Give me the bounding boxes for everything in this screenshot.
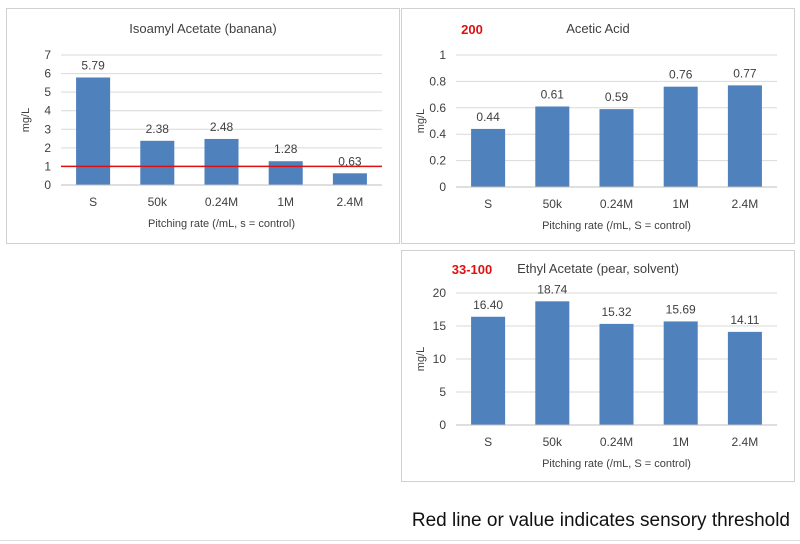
x-tick-label: 0.24M	[205, 195, 238, 209]
data-label: 2.48	[210, 120, 234, 134]
x-axis-label: Pitching rate (/mL, s = control)	[148, 218, 295, 230]
x-axis-label: Pitching rate (/mL, S = control)	[542, 458, 691, 470]
y-tick-label: 0.8	[429, 74, 446, 88]
data-label: 18.74	[537, 282, 567, 296]
data-label: 0.76	[669, 68, 693, 82]
bar	[471, 316, 506, 425]
x-tick-label: 0.24M	[600, 197, 633, 211]
data-label: 15.32	[601, 305, 631, 319]
bar	[599, 109, 634, 187]
data-label: 0.61	[541, 87, 565, 101]
data-label: 14.11	[730, 313, 759, 327]
data-label: 15.69	[666, 302, 696, 316]
chart-svg: 200 Acetic Acid 0 0.2 0.4 0.6 0.8 1 mg/L 0.44 S 0.6…	[415, 21, 777, 232]
y-tick-label: 4	[44, 104, 51, 118]
y-tick-label: 20	[433, 286, 447, 300]
x-tick-label: 50k	[543, 435, 563, 449]
data-label: 0.63	[338, 154, 362, 168]
chart-svg: Isoamyl Acetate (banana) 0 1 2 3 4 5 6 7 mg/L 5.79…	[20, 21, 382, 230]
y-tick-label: 0	[44, 178, 51, 192]
chart-acetic-acid: 200 Acetic Acid 0 0.2 0.4 0.6 0.8 1 mg/L 0.44 S 0.6…	[401, 8, 795, 244]
y-tick-label: 6	[44, 67, 51, 81]
bar	[727, 331, 762, 425]
x-tick-label: S	[89, 195, 97, 209]
threshold-value-label: 33-100	[452, 262, 492, 277]
y-axis-label: mg/L	[415, 347, 427, 371]
chart-isoamyl-acetate: Isoamyl Acetate (banana) 0 1 2 3 4 5 6 7 mg/L 5.79…	[6, 8, 400, 244]
x-tick-label: 2.4M	[732, 197, 759, 211]
bar	[76, 77, 111, 185]
x-tick-label: 1M	[672, 435, 689, 449]
x-tick-label: 2.4M	[337, 195, 364, 209]
divider	[0, 540, 800, 541]
bar	[140, 140, 175, 185]
y-tick-label: 5	[44, 85, 51, 99]
y-tick-label: 0.6	[429, 101, 446, 115]
data-label: 16.40	[473, 298, 503, 312]
chart-title: Ethyl Acetate (pear, solvent)	[517, 261, 679, 276]
x-tick-label: 1M	[277, 195, 294, 209]
data-label: 2.38	[146, 122, 170, 136]
x-tick-label: S	[484, 197, 492, 211]
x-tick-label: 1M	[672, 197, 689, 211]
chart-title: Acetic Acid	[566, 21, 630, 36]
threshold-value-label: 200	[461, 22, 483, 37]
y-tick-label: 0	[439, 180, 446, 194]
footnote: Red line or value indicates sensory thre…	[411, 510, 790, 531]
y-tick-label: 15	[433, 319, 447, 333]
data-label: 5.79	[81, 58, 105, 72]
x-tick-label: 2.4M	[732, 435, 759, 449]
bar	[268, 161, 303, 185]
y-tick-label: 0	[439, 418, 446, 432]
bar	[663, 86, 698, 187]
chart-ethyl-acetate: 33-100 Ethyl Acetate (pear, solvent) 0 5 10 1…	[401, 250, 795, 482]
bar	[535, 301, 570, 425]
bar	[535, 106, 570, 187]
y-axis-label: mg/L	[415, 109, 427, 133]
x-tick-label: 0.24M	[600, 435, 633, 449]
data-label: 0.44	[476, 110, 500, 124]
chart-title: Isoamyl Acetate (banana)	[129, 21, 276, 36]
bar	[727, 85, 762, 187]
data-label: 1.28	[274, 142, 298, 156]
data-label: 0.59	[605, 90, 629, 104]
y-tick-label: 0.2	[429, 154, 446, 168]
y-axis-label: mg/L	[20, 108, 32, 132]
bar	[204, 138, 239, 185]
x-tick-label: 50k	[543, 197, 563, 211]
y-tick-label: 10	[433, 352, 447, 366]
y-tick-label: 7	[44, 48, 51, 62]
y-tick-label: 2	[44, 141, 51, 155]
x-tick-label: 50k	[148, 195, 168, 209]
y-tick-label: 3	[44, 122, 51, 136]
x-tick-label: S	[484, 435, 492, 449]
y-tick-label: 5	[439, 385, 446, 399]
data-label: 0.77	[733, 66, 757, 80]
bar	[471, 128, 506, 187]
bar	[663, 321, 698, 425]
y-tick-label: 1	[44, 159, 51, 173]
y-tick-label: 1	[439, 48, 446, 62]
y-tick-label: 0.4	[429, 127, 446, 141]
bar	[332, 173, 367, 185]
x-axis-label: Pitching rate (/mL, S = control)	[542, 220, 691, 232]
chart-svg: 33-100 Ethyl Acetate (pear, solvent) 0 5 10 1…	[415, 261, 777, 470]
bar	[599, 323, 634, 425]
